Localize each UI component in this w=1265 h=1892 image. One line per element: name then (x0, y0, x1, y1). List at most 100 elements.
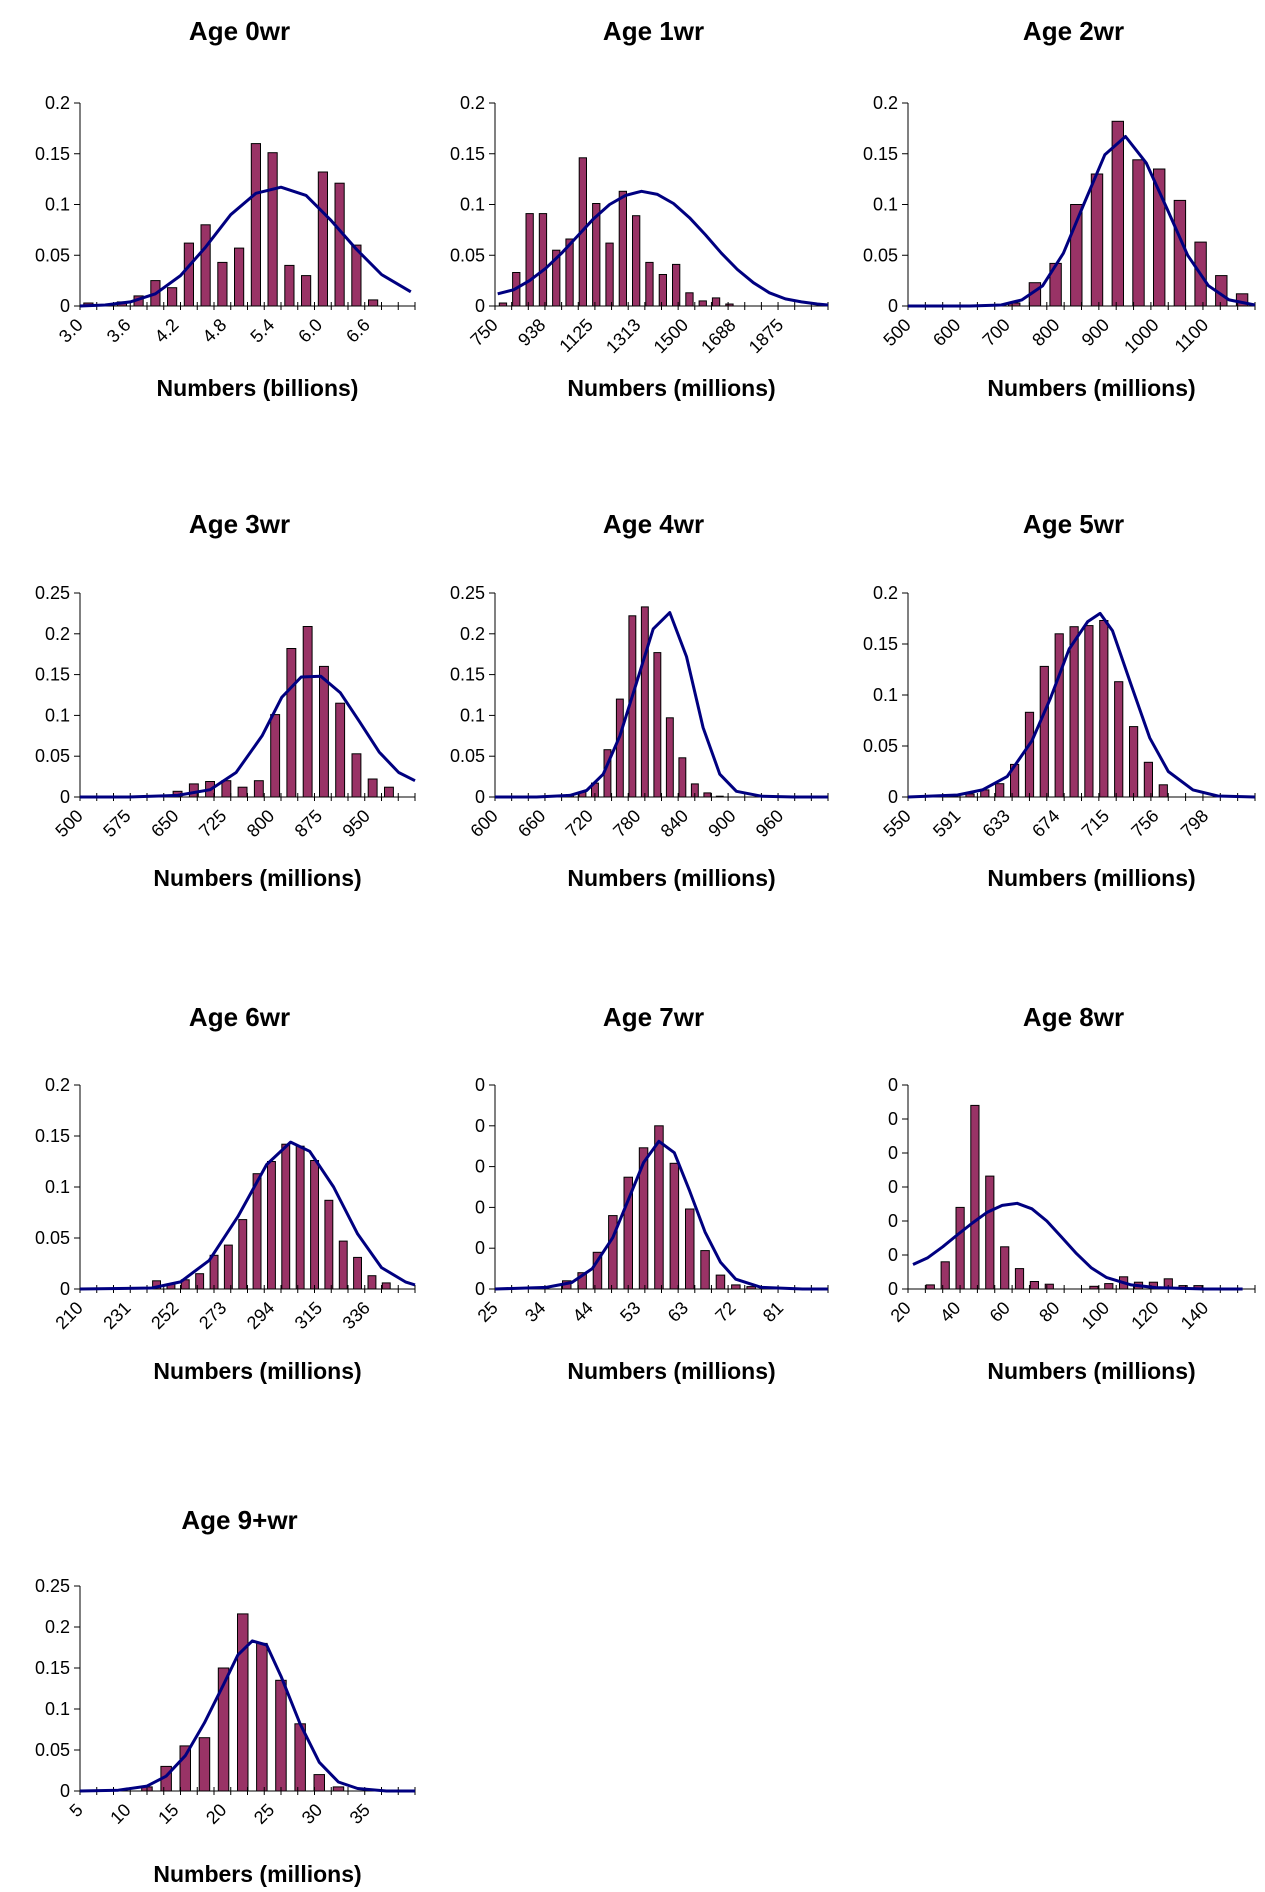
x-tick-label: 1100 (1171, 315, 1213, 357)
x-tick-label: 600 (466, 806, 501, 841)
histogram-bar (1014, 1268, 1025, 1290)
chart-title: Age 5wr (1023, 509, 1124, 539)
chart-title: Age 3wr (189, 509, 290, 539)
y-tick-label: 0.15 (35, 665, 70, 685)
y-tick-label: 0.2 (45, 93, 70, 113)
histogram-bar (310, 1160, 320, 1290)
histogram-bar (665, 717, 674, 798)
histogram-bar (319, 665, 329, 798)
histogram-bar (237, 786, 248, 798)
histogram-bar (183, 242, 195, 307)
x-tick-label: 6.0 (294, 315, 326, 347)
y-tick-label: 0.1 (45, 1177, 70, 1197)
histogram-bar (1029, 1281, 1040, 1290)
histogram-bar (368, 299, 379, 307)
x-tick-label: 5.4 (246, 315, 278, 347)
x-axis-label: Numbers (millions) (153, 1358, 361, 1384)
chart-panel-7: Age 6wr Numbers (millions) 0 0.05 0.1 0.15 0.2… (35, 1002, 416, 1384)
y-tick-label: 0 (60, 1279, 70, 1299)
histogram-bar (252, 1173, 262, 1290)
y-tick-label: 0.15 (863, 634, 898, 654)
histogram-bar (223, 1244, 233, 1290)
x-tick-label: 210 (51, 1298, 86, 1333)
chart-title: Age 2wr (1023, 16, 1124, 46)
histogram-bar (317, 171, 328, 307)
bar-series (141, 1613, 345, 1792)
y-tick-label: 0 (475, 1197, 485, 1217)
bar-series (498, 157, 734, 307)
x-tick-label: 294 (243, 1298, 278, 1333)
y-tick-label: 0 (475, 1116, 485, 1136)
y-tick-label: 0.1 (45, 195, 70, 215)
y-tick-label: 0 (475, 1238, 485, 1258)
histogram-bar (267, 152, 278, 307)
y-tick-label: 0.2 (45, 624, 70, 644)
histogram-bar (685, 1208, 695, 1290)
histogram-bar (672, 263, 681, 307)
chart-title: Age 7wr (603, 1002, 704, 1032)
y-tick-label: 0.25 (450, 583, 485, 603)
bar-series (152, 1143, 391, 1290)
chart-panel-1: Age 0wr Numbers (billions) 0 0.05 0.1 0.15 0.2… (35, 16, 416, 401)
histogram-bar (669, 1162, 680, 1290)
histogram-bar (1024, 711, 1035, 798)
y-tick-label: 0.1 (45, 1699, 70, 1719)
y-tick-label: 0.15 (450, 665, 485, 685)
chart-panel-5: Age 4wr Numbers (millions) 0 0.05 0.1 0.15 0.2… (450, 509, 829, 891)
x-tick-label: 725 (195, 806, 230, 841)
histogram-bar (256, 1642, 268, 1792)
x-tick-label: 575 (99, 806, 134, 841)
x-tick-label: 3.6 (103, 315, 135, 347)
histogram-bar (1158, 784, 1168, 798)
x-tick-label: 800 (1028, 315, 1063, 350)
x-tick-label: 4.2 (151, 315, 183, 347)
fitted-curve (497, 189, 829, 307)
bar-series (562, 1125, 756, 1290)
x-axis-label: Numbers (millions) (987, 1358, 1195, 1384)
x-tick-label: 252 (147, 1298, 182, 1333)
y-tick-label: 0.1 (460, 705, 485, 725)
x-tick-label: 500 (51, 806, 86, 841)
histogram-bar (367, 1275, 377, 1290)
histogram-bar (685, 292, 694, 307)
x-tick-label: 44 (569, 1298, 597, 1326)
y-tick-label: 0.05 (863, 736, 898, 756)
y-tick-label: 0.15 (35, 1126, 70, 1146)
y-tick-label: 0 (60, 1781, 70, 1801)
histogram-bar (970, 1104, 980, 1290)
x-tick-label: 10 (106, 1800, 134, 1828)
x-tick-label: 500 (879, 315, 914, 350)
y-tick-label: 0.1 (460, 195, 485, 215)
x-tick-label: 840 (657, 806, 692, 841)
x-tick-label: 273 (195, 1298, 230, 1333)
x-tick-label: 5 (66, 1800, 87, 1821)
y-tick-label: 0.1 (873, 685, 898, 705)
histogram-bar (209, 1254, 219, 1290)
x-tick-label: 30 (298, 1800, 326, 1828)
histogram-bar (334, 182, 345, 307)
x-tick-label: 53 (616, 1298, 644, 1326)
histogram-bar (703, 792, 712, 798)
x-tick-label: 34 (521, 1298, 549, 1326)
x-tick-label: 1313 (602, 315, 644, 357)
histogram-bar (715, 1274, 726, 1290)
x-axis-label: Numbers (billions) (157, 375, 359, 401)
histogram-bar (200, 224, 211, 307)
bar-series (1008, 120, 1249, 307)
chart-panel-10: Age 9+wr Numbers (millions) 0 0.05 0.1 0.15 0.… (35, 1505, 416, 1887)
x-tick-label: 720 (562, 806, 597, 841)
x-tick-label: 80 (1035, 1298, 1063, 1326)
x-tick-label: 1500 (650, 315, 692, 357)
chart-title: Age 4wr (603, 509, 704, 539)
x-tick-label: 700 (979, 315, 1014, 350)
histogram-bar (711, 297, 721, 307)
histogram-bar (645, 261, 654, 307)
histogram-bar (367, 778, 378, 798)
histogram-bar (179, 1745, 191, 1792)
histogram-bar (250, 143, 262, 307)
chart-title: Age 9+wr (181, 1505, 297, 1535)
x-tick-label: 750 (466, 315, 501, 350)
x-axis-label: Numbers (millions) (987, 375, 1195, 401)
y-tick-label: 0.05 (863, 245, 898, 265)
